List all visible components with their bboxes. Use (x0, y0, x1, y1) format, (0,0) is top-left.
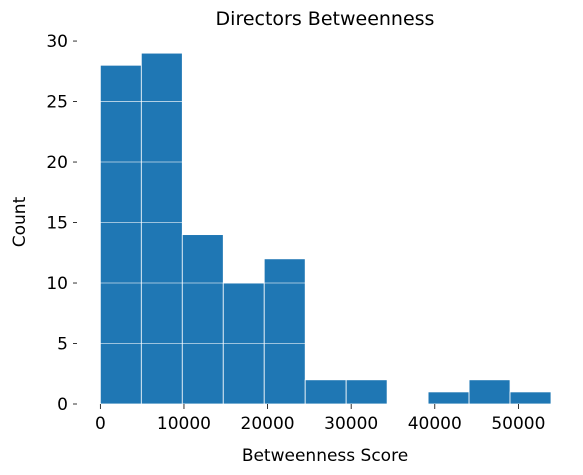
x-tick-label: 20000 (241, 414, 295, 434)
x-tick-label: 10000 (157, 414, 211, 434)
histogram-bar (509, 391, 552, 405)
y-tick-label: 20 (46, 153, 68, 173)
gridlines-group (92, 40, 551, 344)
y-tick-label: 5 (57, 335, 68, 355)
histogram-bar (99, 64, 142, 405)
x-tick-label: 40000 (408, 414, 462, 434)
y-tick-label: 15 (46, 214, 68, 234)
y-axis-label: Count (10, 196, 30, 247)
y-tick-label: 0 (57, 395, 68, 415)
x-tick-label: 0 (95, 414, 106, 434)
histogram-bar (304, 379, 347, 405)
y-tick-label: 10 (46, 274, 68, 294)
bars-group (99, 52, 552, 405)
y-tick-label: 30 (46, 32, 68, 52)
histogram-bar (140, 52, 183, 405)
x-axis: 0 10000 20000 30000 40000 50000 (95, 404, 545, 434)
x-tick-label: 50000 (491, 414, 545, 434)
histogram-bar (181, 234, 224, 405)
histogram-bar (427, 391, 470, 405)
histogram-bar (345, 379, 388, 405)
x-tick-label: 30000 (324, 414, 378, 434)
histogram-bar (263, 258, 306, 405)
y-tick-label: 25 (46, 93, 68, 113)
chart-title: Directors Betweenness (216, 8, 435, 30)
y-axis: 0 5 10 15 20 25 30 (46, 32, 77, 415)
x-axis-label: Betweenness Score (242, 446, 408, 466)
histogram-bar (468, 379, 511, 405)
